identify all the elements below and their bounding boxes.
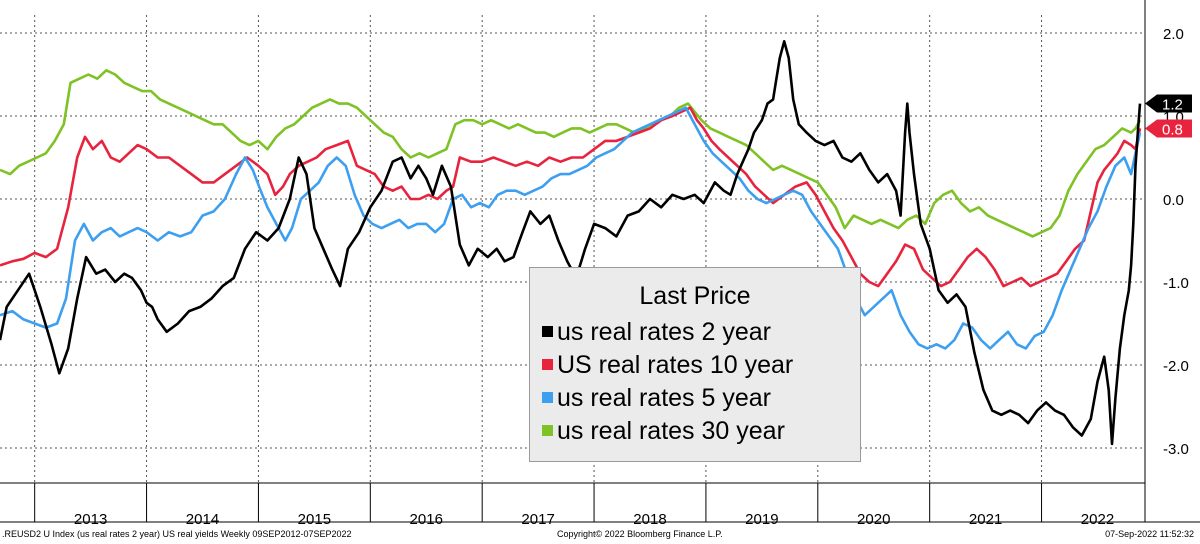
footer-source: .REUSD2 U Index (us real rates 2 year) U… — [2, 529, 352, 539]
legend-label-5yr: us real rates 5 year — [557, 384, 771, 412]
footer-copyright: Copyright© 2022 Bloomberg Finance L.P. — [557, 529, 723, 539]
legend: Last Price us real rates 2 year US real … — [529, 267, 861, 462]
last-price-tag-bg — [1145, 119, 1192, 138]
x-tick-label: 2018 — [633, 511, 666, 528]
legend-entry-5yr: us real rates 5 year — [542, 384, 771, 413]
legend-swatch-10yr — [542, 358, 553, 370]
last-price-tag: 0.8 — [1145, 119, 1192, 138]
legend-entry-30yr: us real rates 30 year — [542, 417, 785, 446]
footer-timestamp: 07-Sep-2022 11:52:32 — [1105, 529, 1194, 539]
y-tick-label: -2.0 — [1163, 358, 1189, 375]
x-tick-label: 2022 — [1081, 511, 1114, 528]
legend-entry-2yr: us real rates 2 year — [542, 318, 771, 347]
y-tick-label: -1.0 — [1163, 275, 1189, 292]
legend-entry-10yr: US real rates 10 year — [542, 351, 793, 380]
x-tick-label: 2016 — [410, 511, 443, 528]
series-line — [0, 106, 1142, 350]
legend-title: Last Price — [639, 282, 751, 310]
last-price-tag-label: 1.2 — [1162, 97, 1183, 114]
x-tick-label: 2019 — [745, 511, 778, 528]
x-tick-label: 2015 — [298, 511, 331, 528]
x-tick-label: 2021 — [969, 511, 1002, 528]
y-tick-label: 2.0 — [1163, 26, 1184, 43]
y-tick-label: 0.0 — [1163, 192, 1184, 209]
last-price-tag-bg — [1145, 94, 1192, 113]
series-line — [0, 40, 1142, 446]
series-line — [0, 69, 1142, 238]
series-layer — [0, 40, 1142, 446]
last-price-tag: 1.2 — [1145, 94, 1192, 114]
legend-swatch-2yr — [542, 325, 553, 337]
legend-label-2yr: us real rates 2 year — [557, 318, 771, 346]
last-price-tag-label: 0.8 — [1162, 121, 1183, 138]
legend-swatch-30yr — [542, 424, 553, 436]
x-tick-label: 2013 — [74, 511, 107, 528]
legend-label-10yr: US real rates 10 year — [557, 351, 794, 379]
x-tick-label: 2014 — [186, 511, 219, 528]
legend-label-30yr: us real rates 30 year — [557, 417, 785, 445]
x-tick-label: 2020 — [857, 511, 890, 528]
y-tick-label: -3.0 — [1163, 441, 1189, 458]
series-line — [0, 106, 1142, 288]
x-tick-label: 2017 — [521, 511, 554, 528]
legend-swatch-5yr — [542, 391, 553, 403]
